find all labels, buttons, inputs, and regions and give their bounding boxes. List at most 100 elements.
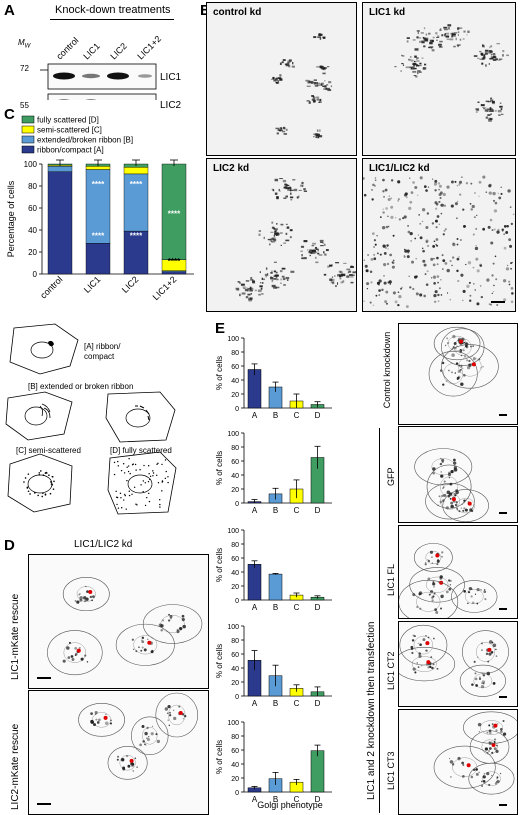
x-tick-label: A: [252, 506, 258, 515]
band-label-lic2: LIC2: [160, 100, 182, 111]
x-tick-label: A: [252, 795, 258, 804]
golgi-phenotype-bar-charts: 0 20 40 60 80 100 % of cells A B C D 0 20 40 60 80 100 % …: [215, 336, 332, 810]
schematic-label-d: [D] fully scattered: [110, 446, 172, 455]
x-tick-label: C: [294, 795, 300, 804]
legend-entry: semi-scattered [C]: [37, 126, 102, 135]
y-axis-label: Percentage of cells: [6, 180, 16, 257]
y-tick-label: 100: [227, 528, 239, 535]
cell-outline-d: [107, 451, 177, 515]
x-axis-label: Golgi phenotype: [257, 800, 323, 810]
x-tick-label: B: [273, 411, 278, 420]
x-tick-label: D: [315, 795, 321, 804]
row-label-gfp: GFP: [386, 467, 396, 486]
bar-segment: [123, 230, 149, 275]
x-tick-label: B: [273, 795, 278, 804]
bar-segment: [85, 169, 111, 244]
legend-swatch: [21, 145, 35, 154]
blot-lic2-box: [47, 93, 157, 100]
micrograph-lic1-kd: LIC1 kd: [362, 2, 516, 156]
legend-entry: extended/broken ribbon [B]: [37, 136, 133, 145]
y-tick-label: 60: [231, 459, 239, 466]
panel-a-label: A: [4, 2, 15, 19]
bar-segment: [85, 166, 111, 170]
golgi-a: [48, 340, 54, 347]
y-axis-label: % of cells: [215, 451, 224, 485]
x-tick-label: B: [273, 699, 278, 708]
bracket-line: [379, 428, 380, 813]
schematic-label-b: [B] extended or broken ribbon: [28, 382, 134, 391]
x-tick-label: D: [315, 603, 321, 612]
y-tick-label: 60: [231, 364, 239, 371]
x-tick-label: C: [294, 506, 300, 515]
y-tick-label: 60: [231, 748, 239, 755]
panel-a-title-rule: [50, 19, 174, 20]
band-label-lic1: LIC1: [160, 72, 182, 83]
band-lic1-lic2: [107, 72, 129, 80]
cell-outline-b1: [5, 391, 73, 441]
scale-bar: [499, 608, 507, 610]
scale-bar: [499, 414, 507, 416]
row-label-lic1-ct3: LIC1 CT3: [386, 751, 396, 790]
micrograph-lic1-mkate-rescue: [28, 554, 209, 689]
x-tick-label: D: [315, 411, 321, 420]
y-tick-label: 20: [28, 248, 37, 257]
scale-bar: [499, 696, 507, 698]
bar: [247, 564, 262, 601]
scale-bar: [37, 803, 51, 805]
cells: [428, 326, 499, 397]
cells: [414, 448, 489, 522]
micrograph-label-control-kd: control kd: [213, 7, 262, 18]
lane-label: control: [54, 35, 80, 61]
scale-bar: [499, 512, 507, 514]
y-axis-label: % of cells: [215, 356, 224, 390]
y-tick-label: 40: [231, 762, 239, 769]
bar-segment: [161, 163, 187, 260]
phenotype-schematic: [5, 323, 177, 515]
significance-marker: ****: [168, 257, 181, 266]
micrograph-control-kd: control kd: [206, 2, 357, 156]
y-axis-label: % of cells: [215, 644, 224, 678]
bar: [247, 369, 262, 409]
micrograph-lic2-kd: LIC2 kd: [206, 158, 357, 312]
y-tick-label: 80: [28, 182, 37, 191]
band-lic1-lic12: [138, 74, 152, 78]
significance-marker: ****: [92, 180, 105, 189]
cells: [399, 624, 509, 697]
y-tick-label: 20: [231, 392, 239, 399]
panel-b-label: B: [200, 2, 211, 19]
golgi-blobs: [270, 33, 333, 139]
scale-bar: [499, 804, 507, 806]
y-tick-label: 0: [235, 598, 239, 605]
y-tick-label: 0: [235, 406, 239, 413]
y-tick-label: 40: [231, 378, 239, 385]
side-label: LIC1 and 2 knockdown then transfection: [366, 621, 377, 800]
y-tick-label: 20: [231, 776, 239, 783]
x-tick-label: A: [252, 411, 258, 420]
panel-d-title: LIC1/LIC2 kd: [74, 539, 133, 550]
x-tick-label: B: [273, 506, 278, 515]
significance-marker: ****: [92, 232, 105, 241]
stacked-bar-chart: fully scattered [D]semi-scattered [C]ext…: [6, 116, 194, 302]
micrograph-lic1-lic2-kd: LIC1/LIC2 kd: [362, 158, 516, 312]
rescue-cells: [47, 577, 203, 676]
significance-marker: ****: [130, 180, 143, 189]
y-tick-label: 40: [231, 570, 239, 577]
y-tick-label: 40: [231, 473, 239, 480]
y-tick-label: 60: [28, 204, 37, 213]
mw-label: MW: [18, 38, 31, 50]
scale-bar: [491, 301, 505, 303]
rescue-cells: [78, 692, 199, 780]
panel-e-label: E: [215, 320, 226, 337]
lane-label: LIC1+2: [135, 34, 163, 62]
y-tick-label: 0: [235, 501, 239, 508]
bar-segment: [123, 167, 149, 175]
cell-outline-b2: [105, 391, 176, 443]
panel-a-title: Knock-down treatments: [55, 4, 171, 16]
micrograph-lic1-ct3: [398, 709, 518, 815]
band-lic1-control: [53, 72, 75, 80]
bar-segment: [47, 171, 73, 275]
x-tick-label: C: [294, 411, 300, 420]
y-tick-label: 80: [231, 445, 239, 452]
x-tick-label: A: [252, 603, 258, 612]
bar-segment: [47, 166, 73, 172]
